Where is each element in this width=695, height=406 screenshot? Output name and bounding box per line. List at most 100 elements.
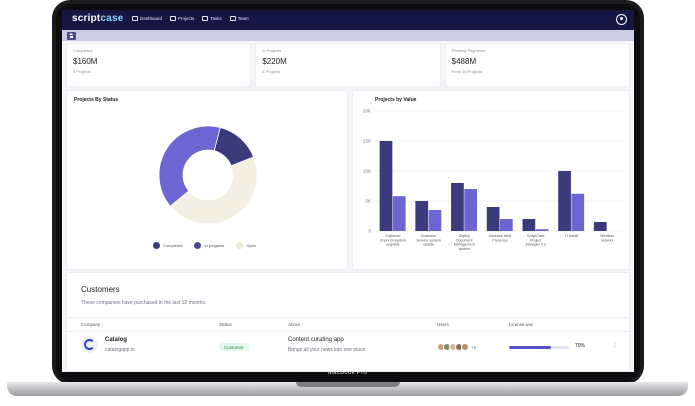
section-title: Customers (81, 285, 120, 294)
bar[interactable] (500, 219, 513, 231)
folder-icon (170, 16, 177, 21)
license-usage-text: 70% (575, 343, 586, 349)
bar[interactable] (558, 171, 571, 231)
bar[interactable] (522, 219, 536, 231)
stat-card-in-projects: In Projects $220M 6 Projects (255, 43, 441, 87)
customers-section: Customers These companies have purchased… (66, 272, 630, 372)
x-tick-label: Customer Onpremi system upgrade (380, 234, 406, 247)
app-logo[interactable]: scriptcase (72, 13, 123, 24)
y-tick-label: 10K (363, 169, 371, 174)
x-tick-label: Increase Web Presence (489, 234, 511, 242)
logo-main-text: script (72, 13, 101, 24)
chart-title: Projects by Value (375, 97, 417, 103)
company-name: Catalog (105, 337, 128, 343)
bar[interactable] (415, 201, 429, 231)
company-url[interactable]: catalogapp.io (105, 347, 135, 353)
bar[interactable] (464, 189, 477, 231)
legend-item-completed[interactable]: Completed (153, 242, 182, 249)
about-description: Brings all your news into one place (288, 347, 366, 353)
donut-slice-open[interactable] (169, 156, 258, 225)
list-icon (202, 16, 209, 21)
y-tick-label: 5K (365, 199, 371, 204)
table-header: Company ↓ Status About Users License use (67, 317, 629, 332)
bar[interactable] (428, 210, 442, 231)
user-avatar-icon[interactable] (616, 14, 627, 25)
company-logo-icon (81, 336, 98, 353)
column-label: Company (81, 322, 101, 327)
license-usage-fill (509, 346, 551, 349)
value-bar-chart: 0 5K 10K 15K 20K Customer Onpremi system upgrad… (363, 109, 625, 251)
nav-item-dashboard[interactable]: Dashboard (132, 16, 162, 21)
bar[interactable] (535, 229, 549, 231)
legend-swatch (194, 242, 202, 249)
stat-label: Completed (73, 48, 93, 53)
user-avatar (461, 343, 469, 351)
device-label: MacBook Pro (327, 370, 368, 376)
laptop-base (7, 382, 688, 396)
more-vertical-icon[interactable]: ⋮ (612, 343, 618, 349)
app-screen: scriptcase Dashboard Projects Tasks Team… (62, 10, 634, 372)
stat-label: In Projects (262, 48, 282, 53)
column-header-status: Status (219, 322, 232, 327)
donut-slice-completed[interactable] (158, 125, 221, 207)
x-tick-label: Wireless network (600, 234, 614, 242)
y-tick-label: 20K (363, 109, 371, 114)
nav-item-team[interactable]: Team (229, 16, 249, 21)
x-tick-label: ScriptCase Project Manager V.2 (526, 234, 546, 247)
stat-value: $488M (451, 57, 477, 66)
home-icon[interactable] (67, 31, 76, 40)
monitor-icon (132, 16, 138, 21)
stat-sub: From 16 Projects (451, 69, 483, 74)
stat-sub: 6 Projects (262, 69, 281, 74)
stat-value: $160M (73, 57, 98, 66)
legend-label: Completed (163, 243, 183, 248)
x-tick-label: Deploy Document Management system (454, 234, 475, 251)
column-header-about: About (288, 322, 300, 327)
laptop-notch (296, 382, 400, 387)
nav-label: Tasks (210, 16, 222, 21)
bar[interactable] (379, 141, 393, 231)
bar[interactable] (593, 222, 607, 231)
y-tick-label: 15K (363, 139, 371, 144)
legend-label: In progress (204, 243, 225, 248)
bar[interactable] (571, 193, 585, 231)
bar[interactable] (392, 196, 406, 231)
chart-title: Projects By Status (74, 97, 119, 103)
legend-label: Open (246, 243, 257, 248)
main-nav: Dashboard Projects Tasks Team (132, 16, 249, 21)
stat-label: Pending Payments (451, 48, 486, 53)
nav-item-tasks[interactable]: Tasks (202, 16, 222, 21)
nav-label: Projects (178, 16, 195, 21)
x-tick-label: TI install (565, 234, 579, 238)
status-chart-panel: Projects By Status Completed In progress… (66, 90, 348, 270)
bar[interactable] (486, 207, 500, 231)
about-title: Content curating app (288, 337, 344, 343)
legend-swatch (153, 242, 160, 249)
column-header-users: Users (437, 322, 449, 327)
user-avatars[interactable]: +5 (437, 343, 476, 351)
stat-card-completed: Completed $160M 8 Projects (66, 43, 252, 87)
more-users-count: +5 (471, 344, 477, 350)
x-tick-label: Customer Service system update (416, 234, 440, 247)
legend-item-open[interactable]: Open (236, 242, 256, 249)
value-chart-panel: Projects by Value 0 5K 10K 15K 20K Customer On… (352, 90, 630, 270)
table-row[interactable]: Catalog catalogapp.io Customer Content c… (67, 331, 629, 365)
license-usage-bar (509, 346, 569, 349)
logo-accent-text: case (100, 13, 124, 24)
stat-sub: 8 Projects (73, 69, 91, 74)
stat-value: $220M (262, 57, 287, 66)
arrow-down-icon: ↓ (101, 322, 104, 327)
stat-card-pending: Pending Payments $488M From 16 Projects (444, 43, 630, 87)
legend-item-in-progress[interactable]: In progress (194, 242, 224, 249)
stats-row: Completed $160M 8 Projects In Projects $… (66, 43, 630, 87)
column-header-license: License use (509, 322, 534, 327)
y-tick-label: 0 (368, 229, 371, 234)
section-subtitle: These companies have purchased in the la… (81, 300, 207, 306)
nav-label: Dashboard (140, 16, 163, 21)
column-header-company[interactable]: Company ↓ (81, 322, 104, 327)
bar[interactable] (451, 183, 464, 231)
nav-label: Team (237, 16, 249, 21)
status-donut-chart (158, 125, 258, 225)
top-navbar: scriptcase Dashboard Projects Tasks Team (62, 10, 634, 30)
nav-item-projects[interactable]: Projects (170, 16, 194, 21)
